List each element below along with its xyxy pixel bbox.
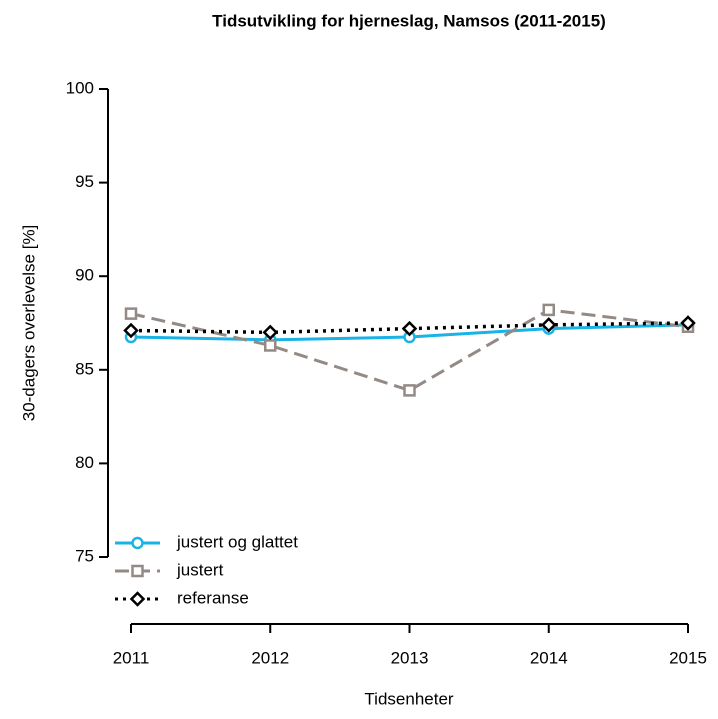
- data-point: [264, 339, 277, 352]
- series-line: [130, 308, 689, 393]
- x-tick-label: 2014: [530, 648, 568, 667]
- x-axis-label: Tidsenheter: [364, 689, 453, 708]
- legend-label: referanse: [177, 588, 249, 607]
- data-point: [680, 315, 696, 331]
- data-point: [124, 307, 138, 320]
- legend-marker: [131, 564, 144, 578]
- x-tick-label: 2013: [391, 648, 429, 667]
- x-tick-label: 2011: [113, 648, 150, 667]
- y-tick-label: 95: [75, 172, 94, 191]
- y-tick-label: 75: [75, 546, 94, 565]
- data-point: [123, 322, 139, 339]
- legend-marker: [131, 536, 144, 550]
- series-line: [130, 321, 689, 335]
- y-tick-label: 100: [66, 78, 94, 97]
- y-axis-label: 30-dagers overlevelse [%]: [19, 225, 38, 422]
- y-tick-label: 90: [75, 266, 94, 285]
- y-tick-label: 80: [75, 453, 94, 472]
- data-point: [403, 384, 416, 397]
- x-tick-label: 2015: [669, 648, 707, 667]
- legend-label: justert: [176, 560, 224, 579]
- data-point: [262, 324, 279, 341]
- y-tick-label: 85: [75, 359, 94, 378]
- legend-label: justert og glattet: [176, 532, 298, 551]
- data-point: [542, 303, 555, 317]
- x-tick-label: 2012: [251, 648, 289, 667]
- data-point: [401, 320, 418, 337]
- chart-title: Tidsutvikling for hjerneslag, Namsos (20…: [212, 11, 606, 30]
- data-point: [540, 317, 557, 333]
- legend-marker: [129, 591, 146, 607]
